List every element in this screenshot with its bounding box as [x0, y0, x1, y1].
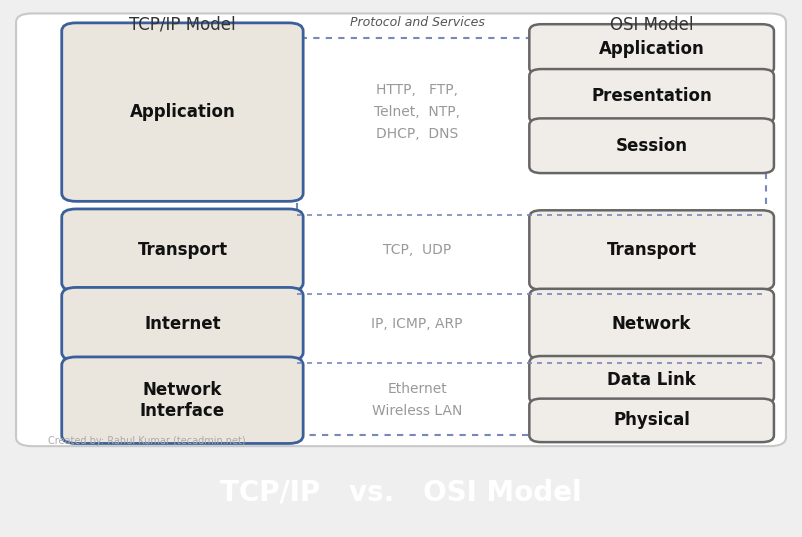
FancyBboxPatch shape [62, 209, 303, 291]
Text: Transport: Transport [137, 241, 228, 259]
Text: TCP/IP Model: TCP/IP Model [129, 16, 236, 34]
Text: Internet: Internet [144, 315, 221, 333]
Text: Session: Session [616, 137, 687, 155]
Text: Network: Network [612, 315, 691, 333]
FancyBboxPatch shape [529, 211, 774, 289]
Text: Protocol and Services: Protocol and Services [350, 16, 484, 28]
FancyBboxPatch shape [529, 356, 774, 404]
Text: Created by: Rahul Kumar (tecadmin.net): Created by: Rahul Kumar (tecadmin.net) [48, 436, 245, 446]
FancyBboxPatch shape [62, 357, 303, 444]
FancyBboxPatch shape [62, 23, 303, 201]
FancyBboxPatch shape [529, 69, 774, 124]
Text: Data Link: Data Link [607, 371, 696, 389]
Text: HTTP,   FTP,
Telnet,  NTP,
DHCP,  DNS: HTTP, FTP, Telnet, NTP, DHCP, DNS [374, 83, 460, 141]
Text: TCP,  UDP: TCP, UDP [383, 243, 452, 257]
Text: Network
Interface: Network Interface [140, 381, 225, 419]
Text: Presentation: Presentation [591, 88, 712, 105]
Text: TCP/IP   vs.   OSI Model: TCP/IP vs. OSI Model [221, 478, 581, 507]
Text: Application: Application [599, 40, 704, 59]
Text: Physical: Physical [614, 411, 690, 430]
FancyBboxPatch shape [529, 118, 774, 173]
FancyBboxPatch shape [62, 287, 303, 360]
FancyBboxPatch shape [16, 13, 786, 446]
Text: IP, ICMP, ARP: IP, ICMP, ARP [371, 317, 463, 331]
Text: Application: Application [130, 103, 235, 121]
Text: OSI Model: OSI Model [610, 16, 694, 34]
Text: Transport: Transport [606, 241, 697, 259]
FancyBboxPatch shape [529, 289, 774, 359]
FancyBboxPatch shape [529, 398, 774, 442]
Text: Ethernet
Wireless LAN: Ethernet Wireless LAN [372, 382, 462, 418]
FancyBboxPatch shape [529, 24, 774, 75]
